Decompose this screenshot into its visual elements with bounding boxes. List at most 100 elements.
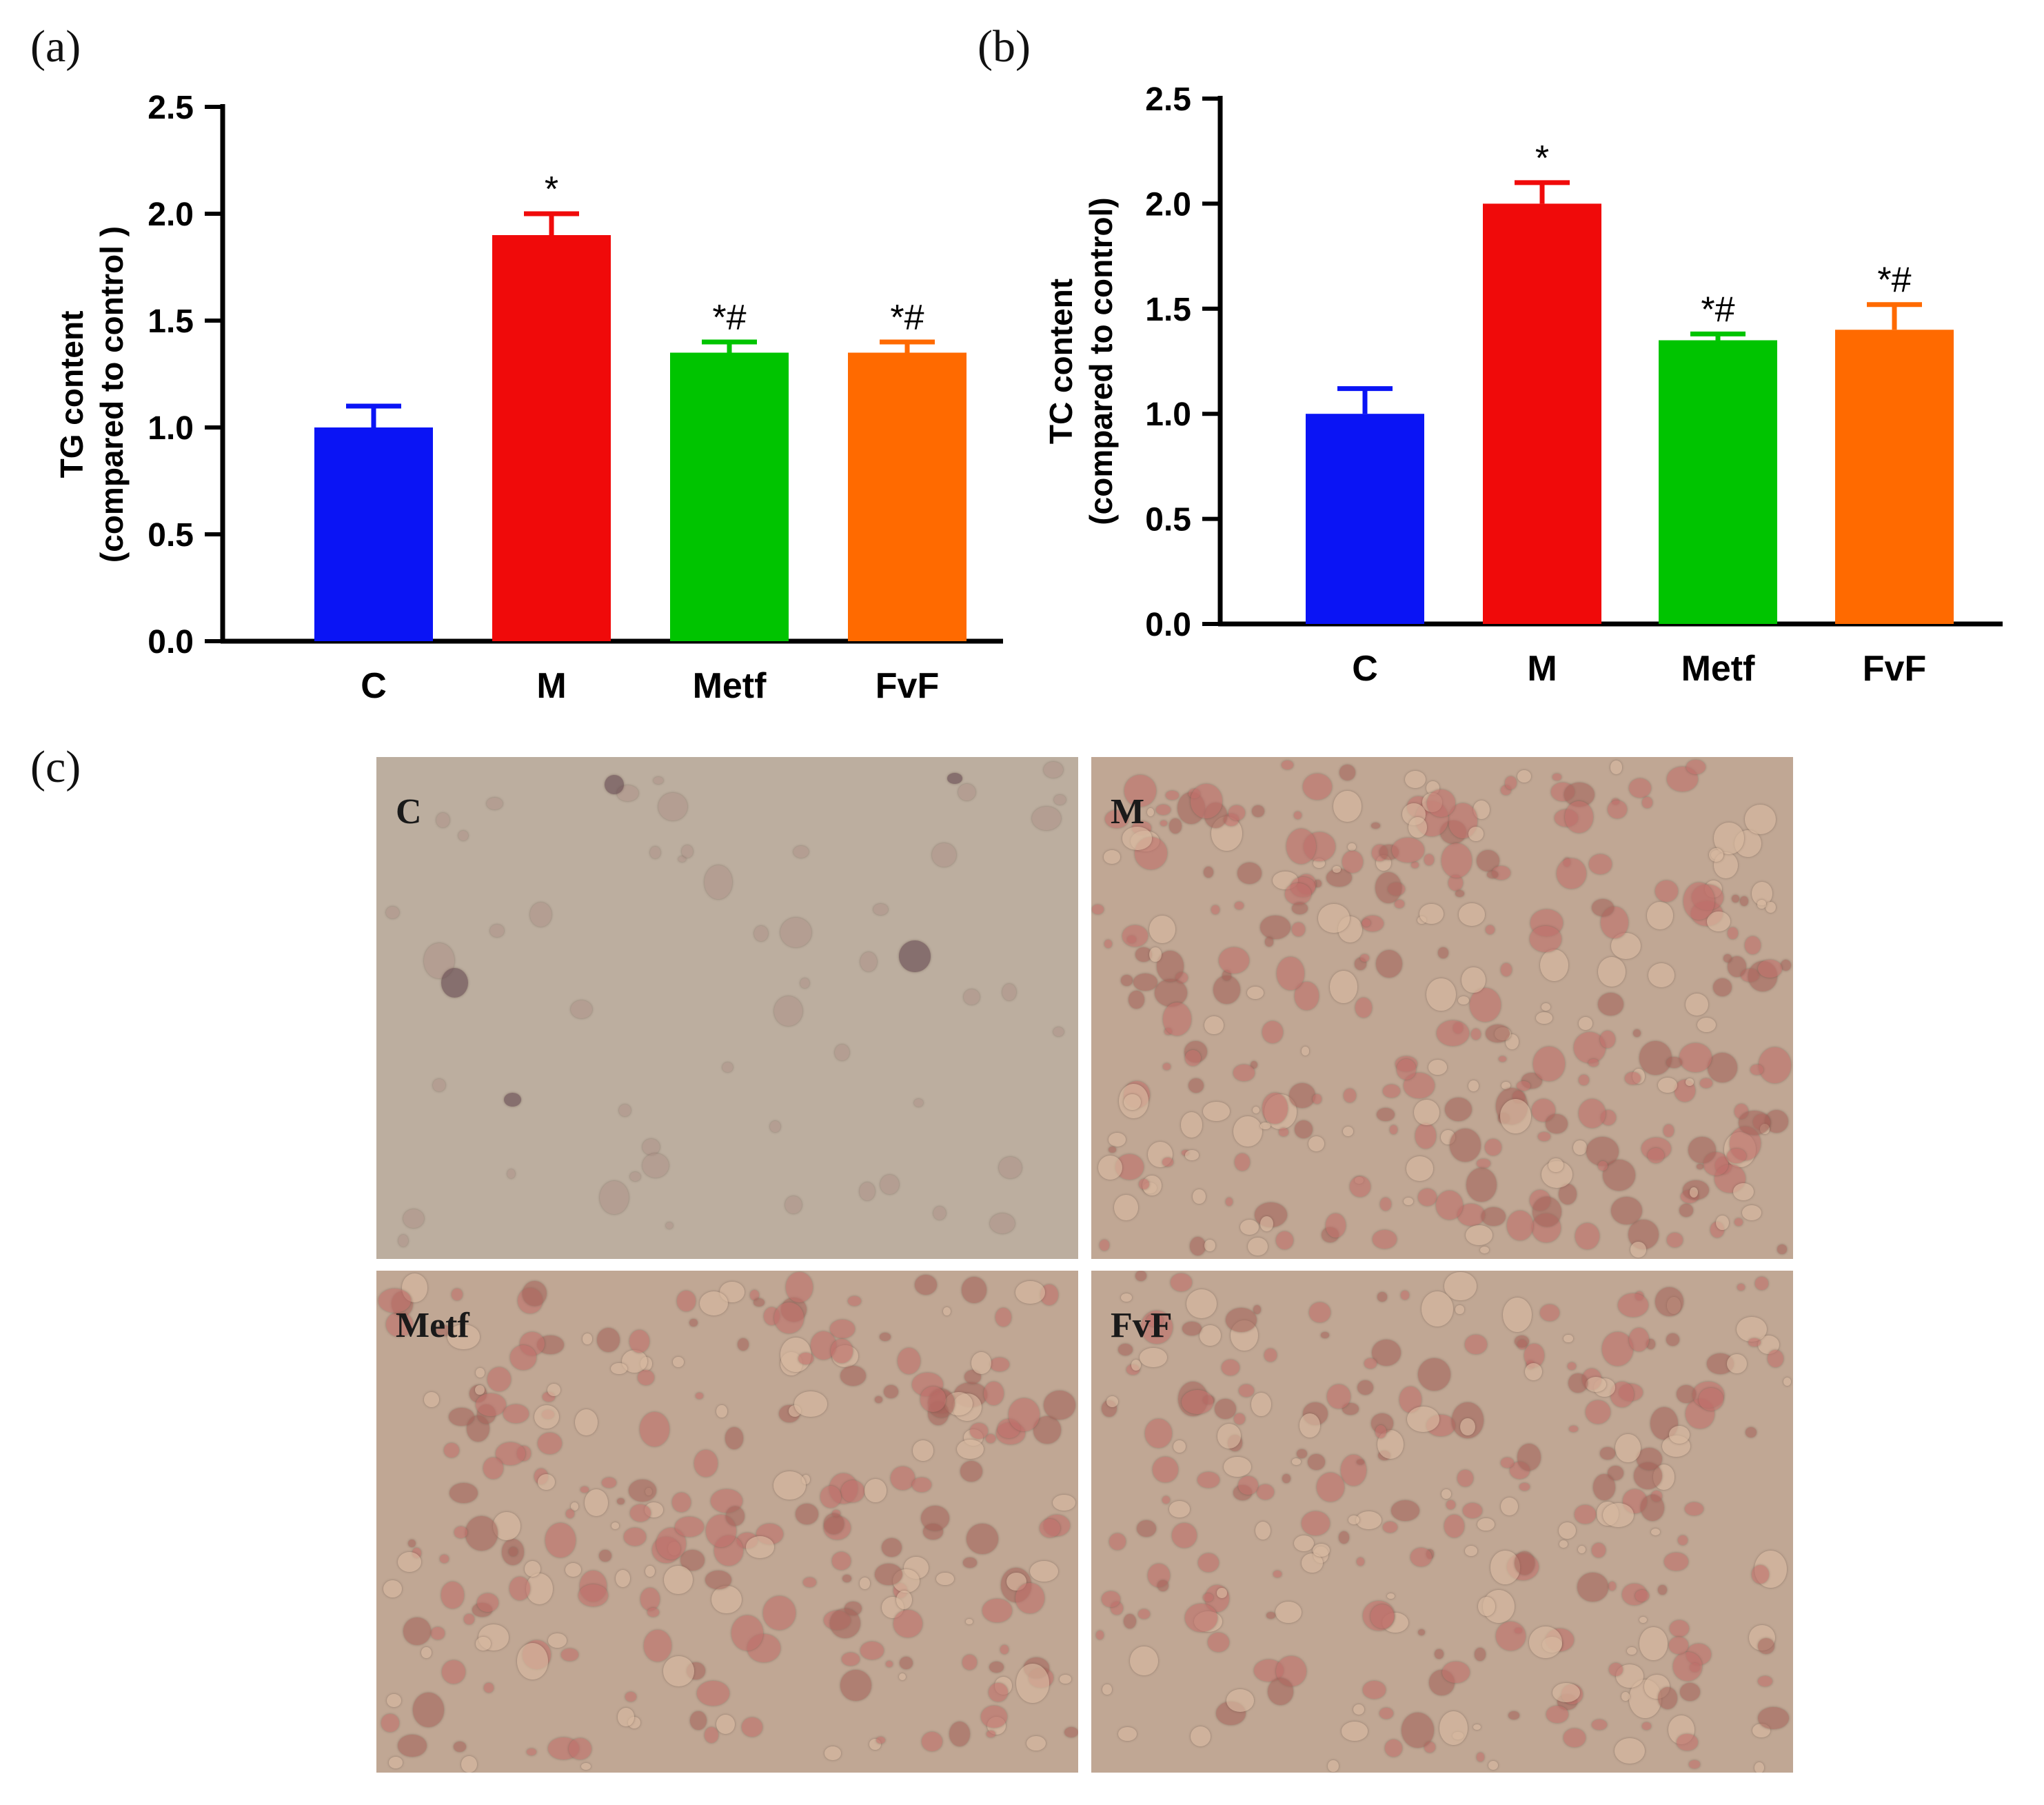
cell-blob (912, 1440, 933, 1462)
y-tick-label: 1.0 (1145, 396, 1191, 433)
cell-blob (1517, 1444, 1541, 1471)
cell-blob (898, 940, 931, 972)
cell-blob (1171, 1273, 1193, 1291)
cell-blob (785, 1271, 813, 1302)
cell-blob (662, 1656, 695, 1686)
cell-blob (1052, 1494, 1075, 1511)
cell-blob (859, 1182, 876, 1200)
cell-blob (1591, 1542, 1606, 1557)
cell-blob (890, 1466, 915, 1490)
cell-blob (476, 1593, 499, 1612)
cell-blob (1203, 1102, 1231, 1121)
cell-blob (509, 1546, 518, 1556)
cell-blob (1355, 998, 1373, 1018)
cell-blob (1696, 1163, 1704, 1169)
cell-blob (986, 1731, 996, 1738)
cell-blob (1481, 1207, 1506, 1226)
cell-blob (1642, 797, 1652, 809)
cell-blob (522, 1281, 547, 1307)
cell-blob (704, 865, 733, 899)
cell-blob (1342, 1126, 1353, 1136)
cell-blob (824, 1746, 842, 1760)
cell-blob (1670, 1620, 1690, 1637)
cell-blob (1593, 1474, 1616, 1500)
cell-blob (1133, 974, 1158, 991)
cell-blob (1575, 1505, 1596, 1524)
cell-blob (1754, 1762, 1764, 1773)
cell-blob (1273, 1571, 1282, 1577)
cell-blob (754, 925, 768, 941)
cell-blob (412, 1692, 444, 1727)
cell-blob (840, 1365, 867, 1386)
cell-blob (1233, 1413, 1246, 1425)
panel-b-label: (b) (978, 21, 1031, 72)
cell-blob (969, 1422, 989, 1439)
cell-blob (1406, 1156, 1433, 1181)
cell-blob (874, 1396, 882, 1404)
cell-blob (1540, 1304, 1559, 1322)
cell-blob (578, 1584, 608, 1606)
cell-blob (1233, 1116, 1262, 1147)
cell-blob (1225, 1198, 1233, 1206)
cell-blob (1131, 1360, 1142, 1371)
micrograph-label: FvF (1111, 1306, 1173, 1345)
cell-blob (403, 1617, 431, 1645)
micrograph-m: M (1091, 757, 1793, 1259)
cell-blob (1228, 805, 1245, 821)
cell-blob (883, 1384, 899, 1399)
cell-blob (1404, 770, 1426, 789)
cell-blob (1689, 1187, 1699, 1198)
cell-blob (1666, 1057, 1682, 1068)
cell-blob (1296, 1449, 1307, 1459)
bar-m (1483, 203, 1601, 624)
cell-blob (741, 1717, 763, 1737)
cell-blob (1677, 1733, 1698, 1751)
cell-blob (796, 1504, 818, 1524)
cell-blob (1149, 916, 1175, 944)
cell-blob (1592, 1719, 1607, 1730)
cell-blob (1162, 1062, 1171, 1070)
cell-blob (1294, 1120, 1313, 1139)
cell-blob (1224, 1456, 1251, 1478)
cell-blob (1628, 1327, 1649, 1352)
cell-blob (1173, 1440, 1186, 1453)
cell-blob (1130, 1646, 1158, 1676)
cell-blob (1678, 1535, 1688, 1545)
y-axis-label-line1: TG content (54, 311, 90, 478)
cell-blob (1129, 991, 1145, 1009)
cell-blob (1204, 866, 1213, 878)
cell-blob (452, 1288, 463, 1300)
cell-blob (860, 951, 877, 971)
cell-blob (798, 1353, 814, 1364)
cell-blob (1313, 1544, 1330, 1557)
x-tick-label: M (536, 666, 566, 706)
cell-blob (1474, 1647, 1486, 1661)
cell-blob (1407, 1406, 1439, 1433)
cell-blob (1239, 1219, 1259, 1236)
cell-blob (1515, 1551, 1535, 1575)
cell-blob (461, 1755, 477, 1773)
cell-blob (617, 1708, 635, 1726)
cell-blob (458, 831, 468, 841)
cell-blob (638, 1370, 655, 1386)
cell-blob (964, 989, 980, 1005)
cell-blob (762, 1596, 796, 1630)
bar-c (1306, 414, 1424, 624)
cell-blob (538, 1432, 563, 1455)
cell-blob (1117, 1726, 1137, 1742)
cell-blob (1578, 1016, 1593, 1030)
bar-fvf (1835, 330, 1954, 624)
cell-blob (1541, 1002, 1551, 1011)
cell-blob (1585, 1377, 1606, 1393)
cell-blob (830, 1338, 853, 1363)
cell-blob (705, 1571, 732, 1590)
cell-blob (840, 1670, 871, 1701)
cell-blob (453, 1741, 466, 1752)
cell-blob (596, 1327, 620, 1353)
cell-blob (1204, 1240, 1216, 1251)
cell-blob (386, 906, 399, 918)
cell-blob (982, 1598, 1013, 1623)
cell-blob (1539, 949, 1569, 981)
cell-blob (897, 1347, 920, 1375)
cell-blob (565, 1563, 582, 1577)
